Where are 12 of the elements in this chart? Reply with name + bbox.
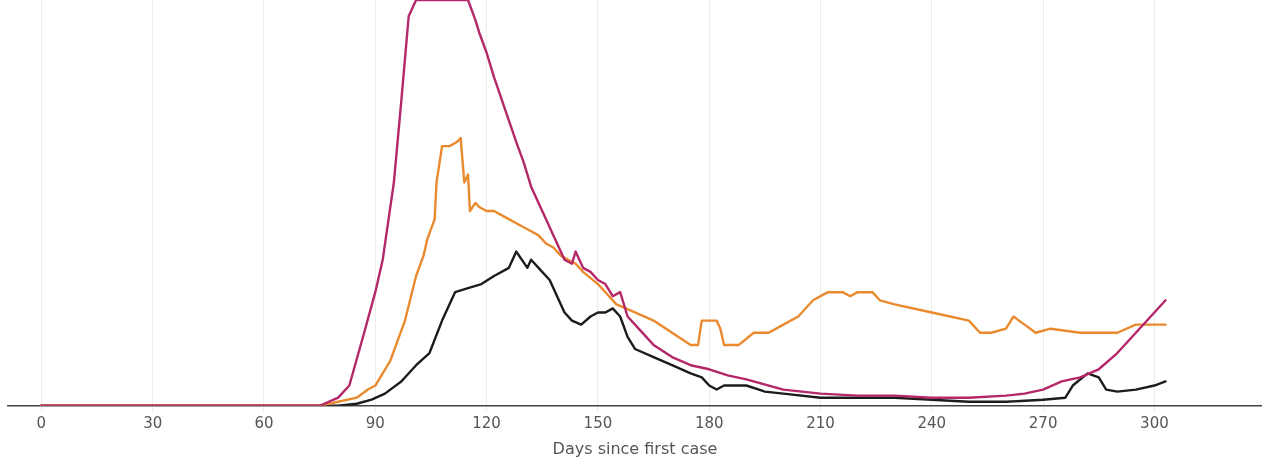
x-tick-label: 210 [806,413,835,432]
x-tick-label: 60 [254,413,274,432]
x-tick-label: 240 [917,413,947,432]
x-tick-label: 150 [583,413,613,432]
x-tick-label: 0 [36,413,47,432]
x-axis-title: Days since first case [552,438,718,458]
x-tick-label: 90 [365,413,385,432]
x-tick-label: 120 [472,413,501,432]
x-tick-label: 270 [1028,413,1058,432]
x-tick-label: 180 [694,413,724,432]
x-tick-label: 30 [143,413,163,432]
x-tick-label: 300 [1140,413,1169,432]
